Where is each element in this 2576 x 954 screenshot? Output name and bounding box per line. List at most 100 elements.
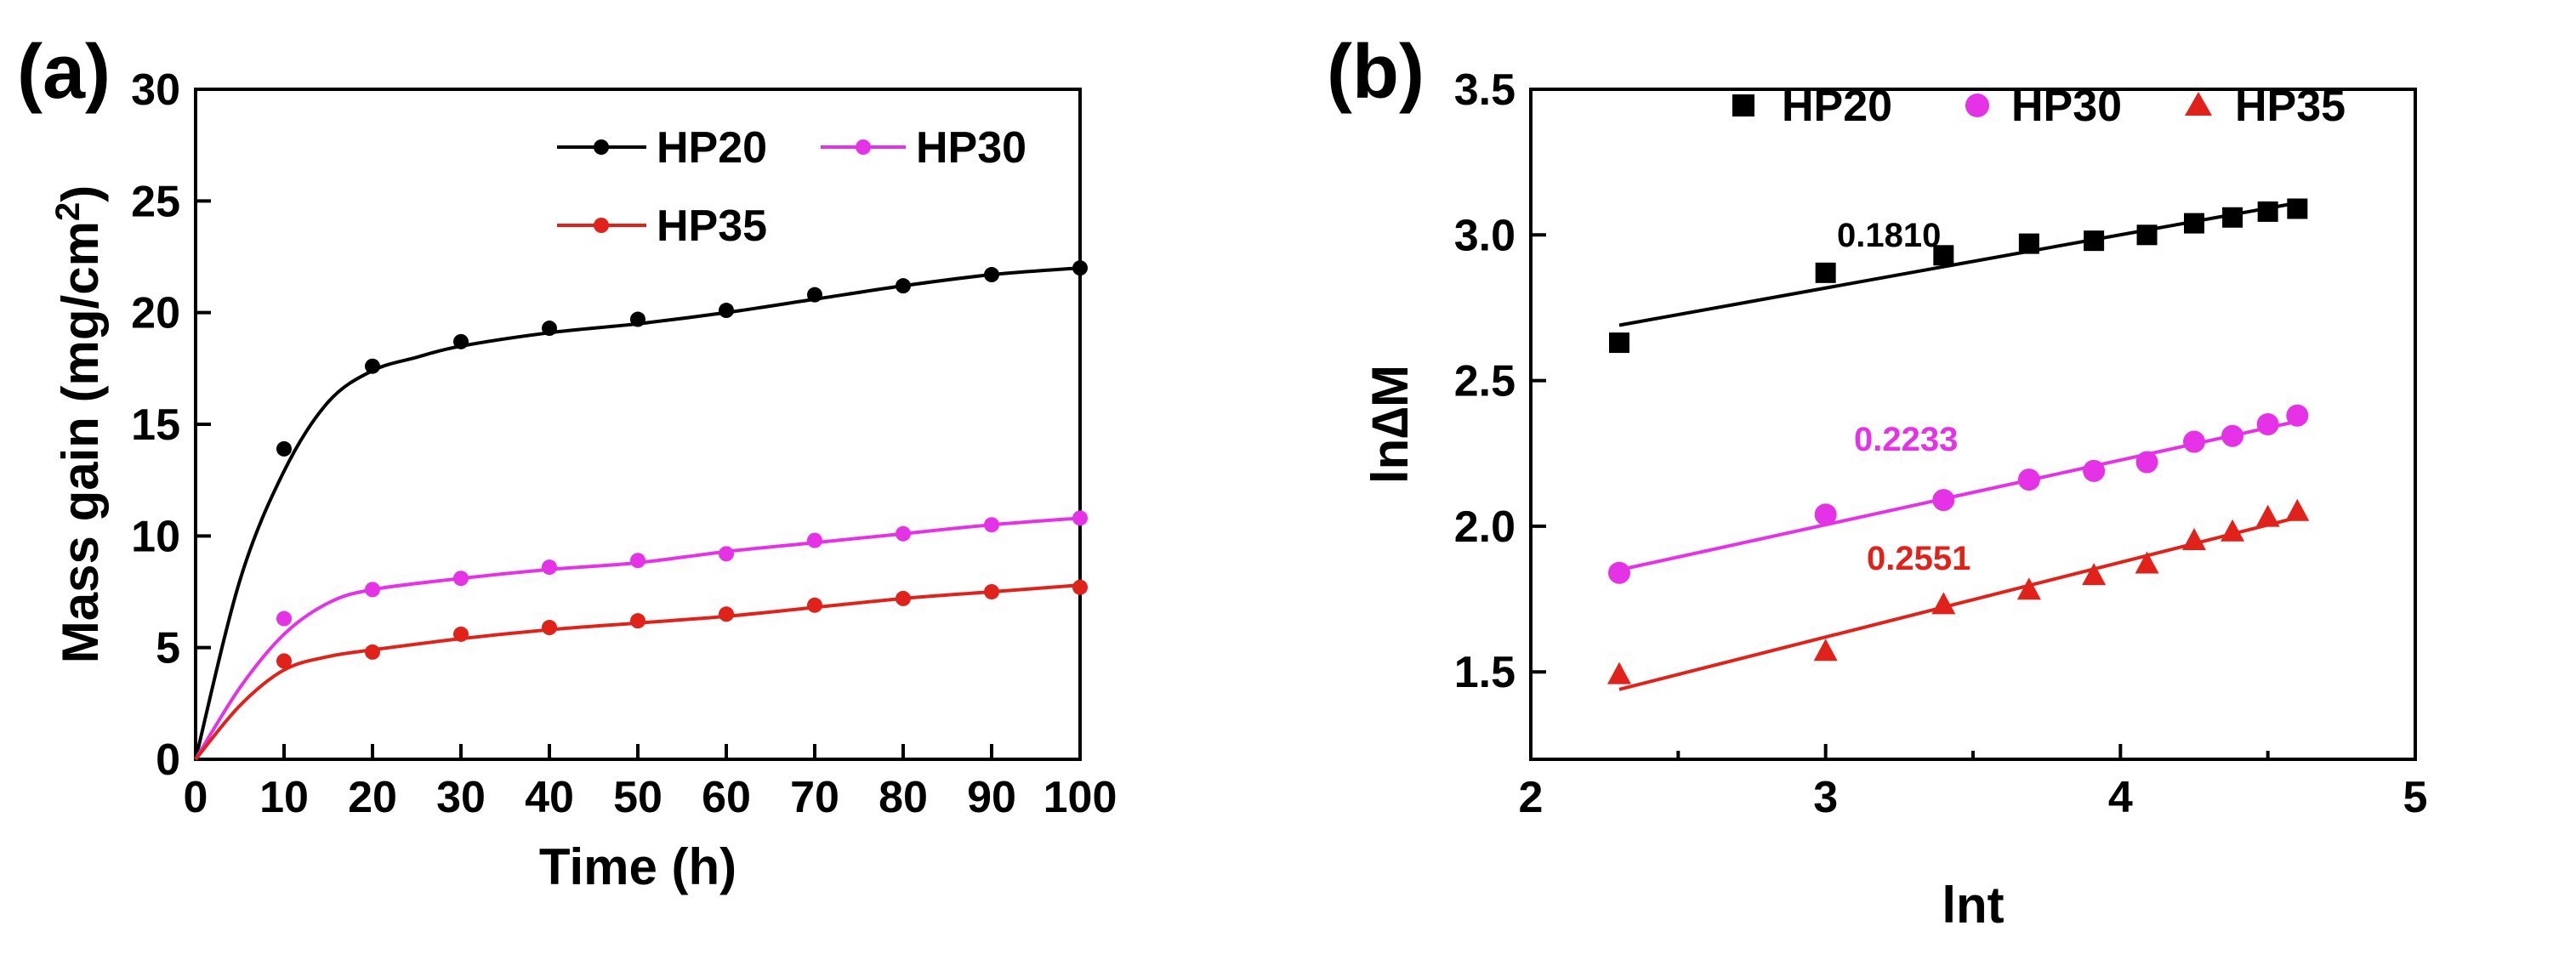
panel-a-point-hp30	[1072, 510, 1088, 526]
panel-a: (a) 0 10 20 30 40 50 60 70 80 90 100 0 5 10 15 20 25 30 T…	[17, 30, 1117, 895]
panel-b-point-hp20	[2184, 213, 2204, 234]
panel-a-point-hp35	[542, 620, 557, 636]
panel-b-point-hp30	[2083, 459, 2106, 482]
legend-marker-hp20	[594, 139, 609, 155]
panel-a-point-hp30	[365, 582, 380, 598]
panel-a-x-tick-label: 0	[184, 773, 208, 822]
legend-b-label-hp30: HP30	[2011, 82, 2122, 131]
panel-b-y-tick-label: 3.5	[1454, 65, 1515, 115]
panel-a-legend: HP20 HP30 HP35	[557, 123, 1026, 251]
panel-a-x-tick-label: 80	[879, 773, 928, 822]
legend-marker-hp30	[856, 139, 871, 155]
panel-a-y-tick-label: 30	[131, 65, 180, 115]
panel-a-label: (a)	[17, 30, 111, 115]
panel-b-point-hp20	[1933, 245, 1954, 266]
panel-a-point-hp35	[719, 606, 734, 622]
panel-b-y-tick-label: 2.5	[1454, 357, 1515, 406]
panel-a-point-hp20	[453, 333, 469, 349]
panel-a-x-tick-label: 60	[702, 773, 751, 822]
panel-b-point-hp20	[1815, 262, 1836, 283]
legend-b-label-hp20: HP20	[1782, 82, 1892, 131]
panel-b-label: (b)	[1327, 30, 1424, 115]
legend-entry-hp35: HP35	[557, 202, 767, 251]
panel-a-point-hp20	[984, 267, 999, 283]
panel-a-point-hp35	[453, 626, 469, 642]
panel-b-x-tick-label: 4	[2108, 773, 2133, 822]
panel-b-legend: HP20 HP30 HP35	[1732, 82, 2346, 131]
panel-b-y-axis-title: ln∆M	[1362, 365, 1419, 484]
panel-a-fit-line-hp20	[194, 266, 1081, 760]
panel-a-point-hp35	[896, 590, 911, 606]
legend-marker-hp35	[594, 218, 609, 233]
panel-b-y-tick-label: 3.0	[1454, 211, 1515, 260]
legend-b-marker-hp35	[2185, 92, 2212, 116]
panel-a-y-tick-label: 25	[131, 177, 180, 226]
panel-a-point-hp30	[630, 553, 645, 569]
legend-b-entry-hp30: HP30	[1965, 82, 2122, 131]
panel-a-y-tick-label: 0	[156, 735, 180, 785]
legend-b-entry-hp35: HP35	[2185, 82, 2346, 131]
panel-b-point-hp30	[2017, 468, 2040, 491]
legend-label-hp30: HP30	[916, 123, 1026, 173]
panel-b-point-hp20	[1609, 332, 1629, 354]
panel-b-point-hp35	[2016, 577, 2041, 600]
legend-label-hp20: HP20	[657, 123, 767, 173]
panel-a-x-tick-label: 70	[790, 773, 839, 822]
panel-a-y-axis-title-sup: 2	[49, 202, 87, 221]
panel-a-point-hp30	[542, 559, 557, 576]
panel-a-point-hp30	[719, 546, 734, 562]
panel-b-point-hp35	[2285, 498, 2310, 521]
legend-b-entry-hp20: HP20	[1732, 82, 1892, 131]
panel-b-point-hp20	[2222, 207, 2243, 228]
panel-a-x-tick-label: 10	[259, 773, 309, 822]
panel-b-y-tick-label: 2.0	[1454, 503, 1515, 552]
panel-b-point-hp30	[2135, 451, 2158, 474]
panel-b-point-hp30	[2256, 413, 2279, 435]
panel-a-y-tick-label: 20	[131, 289, 180, 338]
panel-b-x-axis-title: lnt	[1942, 877, 2004, 934]
panel-a-x-tick-label: 20	[348, 773, 397, 822]
slope-label-hp20: 0.1810	[1837, 217, 1941, 254]
panel-a-point-hp20	[896, 278, 911, 294]
panel-b-x-tick-label: 2	[1519, 773, 1544, 822]
panel-a-point-hp35	[276, 653, 292, 669]
panel-a-y-tick-label: 10	[131, 512, 180, 561]
panel-b-data-points	[1607, 198, 2310, 684]
panel-b-ticks: 2 3 4 5 1.5 2.0 2.5 3.0 3.5	[1454, 65, 2428, 822]
panel-a-y-axis-title: Mass gain (mg/cm2)	[49, 185, 109, 663]
panel-b-point-hp35	[2255, 504, 2280, 527]
legend-b-marker-hp30	[1965, 94, 1989, 117]
panel-a-data-points	[276, 260, 1088, 669]
panel-b-point-hp30	[1814, 503, 1837, 526]
panel-b-point-hp35	[2221, 519, 2245, 542]
panel-a-point-hp20	[807, 287, 822, 303]
panel-b-point-hp30	[2221, 424, 2244, 447]
panel-a-point-hp20	[365, 358, 380, 374]
legend-label-hp35: HP35	[657, 202, 767, 251]
slope-label-hp30: 0.2233	[1854, 421, 1958, 458]
panel-b-x-tick-label: 3	[1813, 773, 1838, 822]
panel-b-point-hp30	[1608, 561, 1630, 584]
panel-a-x-axis-title: Time (h)	[539, 838, 736, 895]
panel-b-y-tick-label: 1.5	[1454, 648, 1515, 697]
panel-a-point-hp35	[365, 644, 380, 660]
panel-b-point-hp20	[2084, 230, 2105, 252]
panel-a-point-hp35	[1072, 579, 1088, 595]
panel-a-ticks: 0 10 20 30 40 50 60 70 80 90 100 0 5 10 15 20 25 30	[131, 65, 1117, 822]
panel-a-x-tick-label: 100	[1043, 773, 1117, 822]
panel-b-point-hp20	[2136, 224, 2158, 246]
panel-a-point-hp20	[1072, 260, 1088, 276]
panel-a-y-tick-label: 15	[131, 400, 180, 450]
panel-a-point-hp20	[276, 440, 292, 457]
panel-a-fit-lines	[194, 266, 1081, 761]
panel-b: (b) 2 3 4 5 1.5 2.0 2.5 3.0 3.5 0.1810 0.2233 0.…	[1327, 30, 2427, 934]
panel-b-point-hp35	[1607, 662, 1631, 684]
panel-b-point-hp20	[2257, 201, 2278, 222]
panel-a-point-hp30	[984, 517, 999, 533]
panel-b-point-hp30	[2286, 404, 2309, 427]
panel-a-point-hp20	[542, 321, 557, 337]
legend-entry-hp30: HP30	[821, 123, 1026, 173]
panel-b-fit-line-hp35	[1618, 515, 2298, 691]
panel-a-point-hp30	[453, 571, 469, 587]
panel-b-point-hp35	[1813, 639, 1838, 662]
